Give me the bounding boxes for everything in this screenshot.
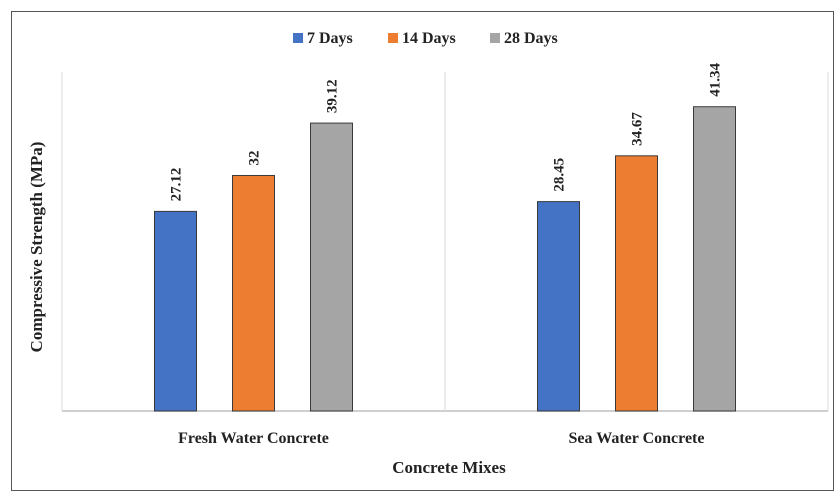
x-tick-label: Fresh Water Concrete (178, 430, 329, 447)
plot-area: 27.12 32 39.12 Fresh Water Concrete 28.45 34.… (61, 62, 829, 447)
data-label: 28.45 (552, 158, 568, 192)
bar (232, 174, 275, 412)
bar (693, 106, 736, 412)
x-axis-label: Concrete Mixes (392, 458, 506, 477)
legend: 7 Days 14 Days 28 Days (293, 30, 558, 47)
data-label: 41.34 (708, 62, 724, 96)
legend-swatch (388, 33, 398, 43)
bar (615, 155, 658, 412)
bar (154, 210, 197, 412)
legend-swatch (490, 33, 500, 43)
legend-swatch (293, 33, 303, 43)
data-label: 27.12 (169, 168, 185, 202)
legend-label: 14 Days (402, 30, 456, 47)
x-tick-label: Sea Water Concrete (569, 430, 705, 447)
data-label: 34.67 (630, 112, 646, 146)
bar (537, 201, 580, 412)
data-label: 32 (247, 150, 263, 165)
legend-label: 7 Days (307, 30, 353, 47)
y-axis-label: Compressive Strength (MPa) (27, 142, 46, 353)
bar (310, 122, 353, 412)
data-label: 39.12 (325, 79, 341, 113)
legend-label: 28 Days (504, 30, 558, 47)
